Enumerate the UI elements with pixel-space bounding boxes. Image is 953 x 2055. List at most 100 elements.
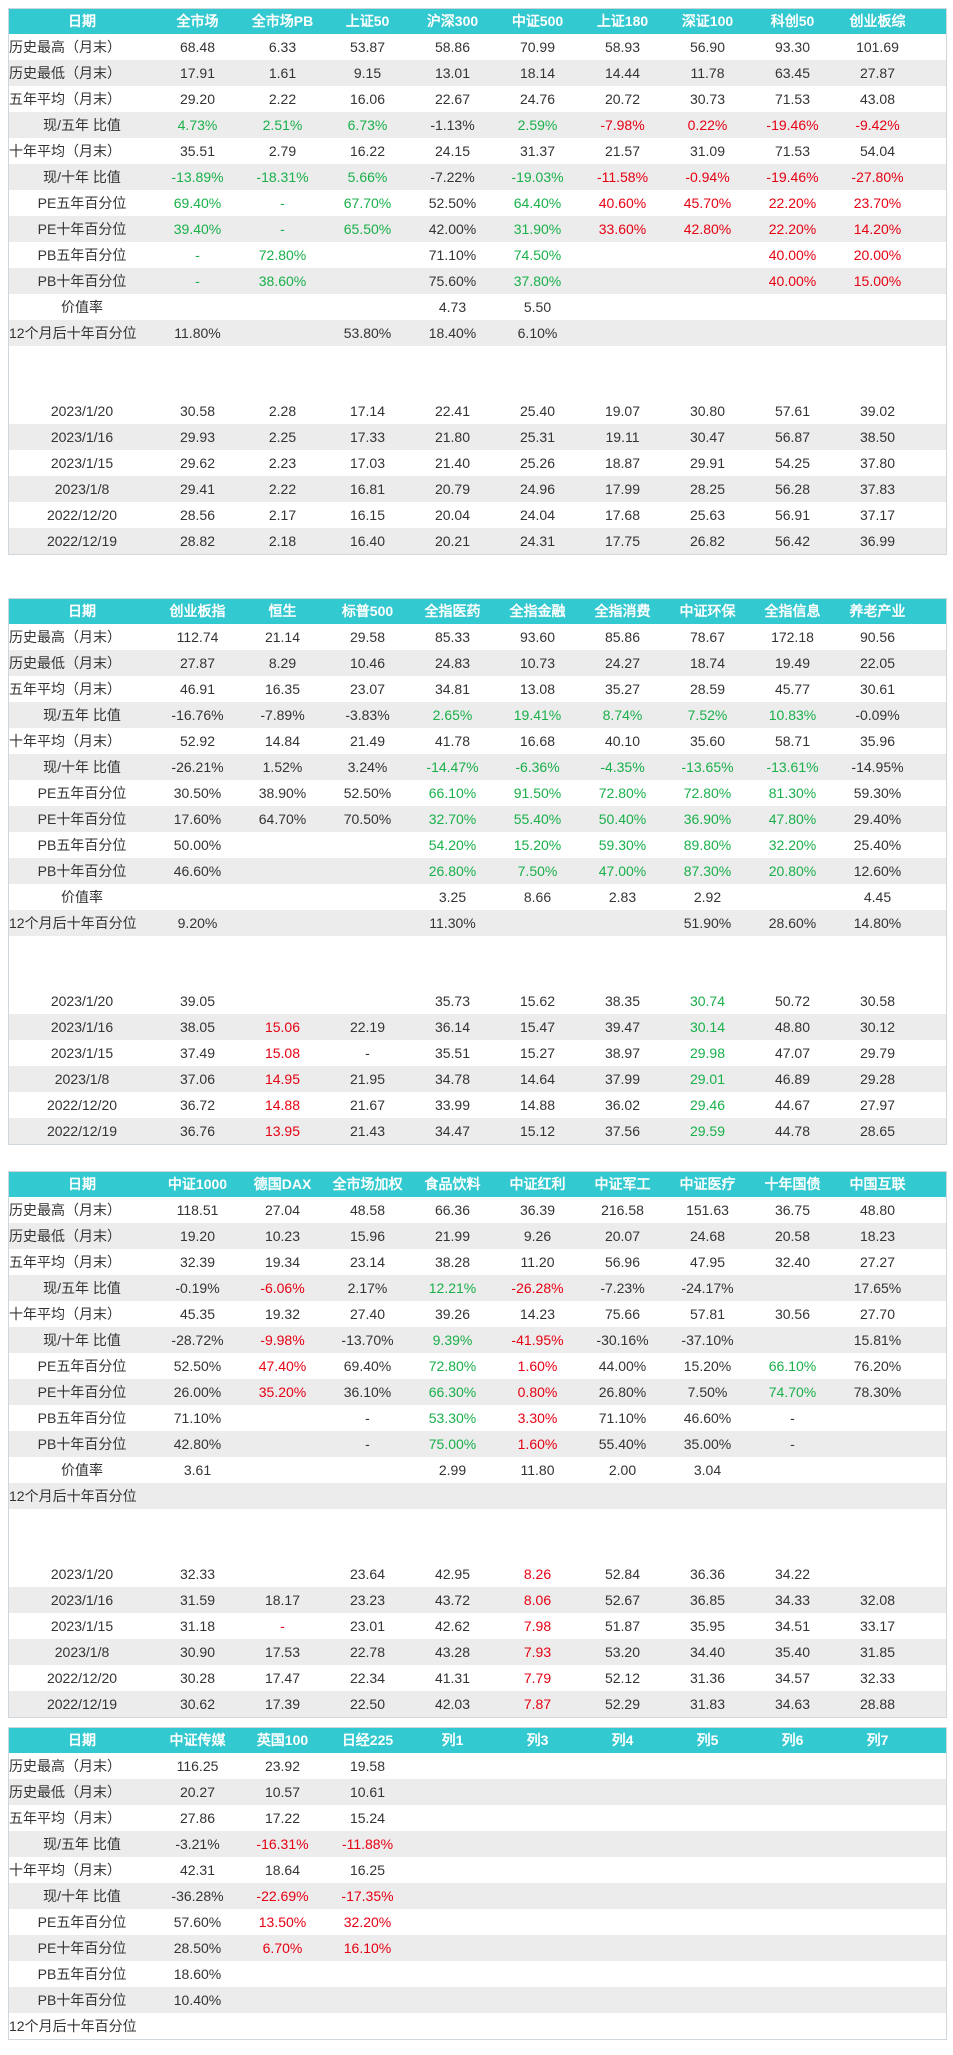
data-cell	[835, 1857, 920, 1883]
data-cell: 19.34	[264, 1254, 301, 1270]
data-cell: 90.56	[859, 629, 896, 645]
data-cell: 31.59	[179, 1592, 216, 1608]
data-cell	[240, 910, 325, 936]
data-cell: 58.71	[774, 733, 811, 749]
column-header: 全市场PB	[251, 13, 314, 29]
data-cell	[750, 884, 835, 910]
data-cell: 16.15	[349, 507, 386, 523]
metric-row: PB十年百分位 46.60% 26.80% 7.50% 47.00% 87.30% 20.8…	[9, 858, 946, 884]
data-cell	[580, 294, 665, 320]
data-cell	[240, 2013, 325, 2039]
data-cell: 66.30%	[428, 1384, 477, 1400]
data-cell	[665, 1753, 750, 1779]
header-date-label: 日期	[68, 1732, 96, 1748]
data-cell	[750, 1805, 835, 1831]
data-cell: 7.98	[523, 1618, 552, 1634]
metric-row: 现/十年 比值 -28.72% -9.98% -13.70% 9.39% -41.95% -…	[9, 1327, 946, 1353]
row-label: 历史最低（月末）	[9, 65, 121, 81]
data-cell: 18.40%	[428, 325, 477, 341]
data-cell: 56.87	[774, 429, 811, 445]
data-cell: 34.57	[774, 1670, 811, 1686]
data-cell: 36.72	[179, 1097, 216, 1113]
metric-row: PB十年百分位 42.80% - 75.00% 1.60% 55.40% 35.00% -	[9, 1431, 946, 1457]
data-cell: 2.23	[268, 455, 297, 471]
data-cell: 35.96	[859, 733, 896, 749]
data-cell: 15.00%	[853, 273, 902, 289]
data-cell	[325, 268, 410, 294]
data-cell	[325, 1961, 410, 1987]
data-cell: 27.40	[349, 1306, 386, 1322]
data-cell	[495, 1483, 580, 1509]
data-cell: 29.46	[689, 1097, 726, 1113]
data-cell	[240, 1431, 325, 1457]
column-header: 创业板指	[169, 603, 226, 619]
data-cell: 14.88	[264, 1097, 301, 1113]
data-cell: 50.40%	[598, 811, 647, 827]
data-cell	[835, 1935, 920, 1961]
data-cell	[835, 1779, 920, 1805]
data-cell: 72.80%	[683, 785, 732, 801]
data-cell: 25.63	[689, 507, 726, 523]
data-cell	[835, 1431, 920, 1457]
row-label: 五年平均（月末）	[9, 681, 121, 697]
data-cell	[665, 1961, 750, 1987]
data-cell: 2.51%	[262, 117, 303, 133]
data-cell: 22.34	[349, 1670, 386, 1686]
data-cell	[240, 1987, 325, 2013]
data-cell: 26.80%	[428, 863, 477, 879]
data-cell	[240, 1561, 325, 1587]
data-cell: 7.50%	[517, 863, 558, 879]
data-cell: 42.62	[434, 1618, 471, 1634]
data-cell	[580, 1779, 665, 1805]
data-cell: 64.40%	[513, 195, 562, 211]
data-cell	[580, 1883, 665, 1909]
date-row: 2022/12/19 30.62 17.39 22.50 42.03 7.87 52.29 3…	[9, 1691, 946, 1717]
data-cell: -19.03%	[511, 169, 564, 185]
data-cell: 19.58	[349, 1758, 386, 1774]
data-cell: 36.14	[434, 1019, 471, 1035]
data-cell: 71.10%	[428, 247, 477, 263]
data-cell: 3.24%	[347, 759, 388, 775]
data-cell: 55.40%	[598, 1436, 647, 1452]
data-cell: 2.00	[608, 1462, 637, 1478]
data-cell: 55.40%	[513, 811, 562, 827]
data-cell: 11.20	[520, 1254, 555, 1270]
data-cell: 22.78	[349, 1644, 386, 1660]
data-cell: -1.13%	[430, 117, 475, 133]
data-cell: 38.97	[604, 1045, 641, 1061]
metric-row: 现/十年 比值 -26.21% 1.52% 3.24% -14.47% -6.36% -4.…	[9, 754, 946, 780]
data-cell	[665, 1883, 750, 1909]
data-cell: 22.20%	[768, 221, 817, 237]
row-label: 历史最低（月末）	[9, 655, 121, 671]
data-cell: 24.15	[434, 143, 471, 159]
metric-row: 现/五年 比值 -3.21% -16.31% -11.88%	[9, 1831, 946, 1857]
data-cell: 42.80%	[683, 221, 732, 237]
data-cell: 52.50%	[343, 785, 392, 801]
data-cell: 24.76	[519, 91, 556, 107]
column-header: 中证医疗	[679, 1176, 736, 1192]
data-cell: 33.99	[434, 1097, 471, 1113]
data-cell: 63.45	[774, 65, 811, 81]
data-cell	[495, 1831, 580, 1857]
data-cell: -7.98%	[600, 117, 645, 133]
data-cell: 42.31	[179, 1862, 216, 1878]
data-cell: 35.40	[774, 1644, 811, 1660]
data-cell: 36.90%	[683, 811, 732, 827]
data-cell	[835, 1909, 920, 1935]
data-cell: 26.80%	[598, 1384, 647, 1400]
data-cell: 32.70%	[428, 811, 477, 827]
data-cell: 27.04	[264, 1202, 301, 1218]
data-cell: 75.00%	[428, 1436, 477, 1452]
column-header: 深证100	[681, 13, 734, 29]
data-cell: 17.99	[604, 481, 641, 497]
metric-row: 现/十年 比值 -13.89% -18.31% 5.66% -7.22% -19.03% -…	[9, 164, 946, 190]
data-cell: 18.23	[859, 1228, 896, 1244]
data-cell: 7.87	[523, 1696, 552, 1712]
data-cell: 59.30%	[598, 837, 647, 853]
data-cell: 48.80	[774, 1019, 811, 1035]
data-cell: 46.60%	[683, 1410, 732, 1426]
data-cell: 27.97	[859, 1097, 896, 1113]
data-cell: 28.56	[179, 507, 216, 523]
data-cell	[325, 884, 410, 910]
data-cell	[325, 832, 410, 858]
